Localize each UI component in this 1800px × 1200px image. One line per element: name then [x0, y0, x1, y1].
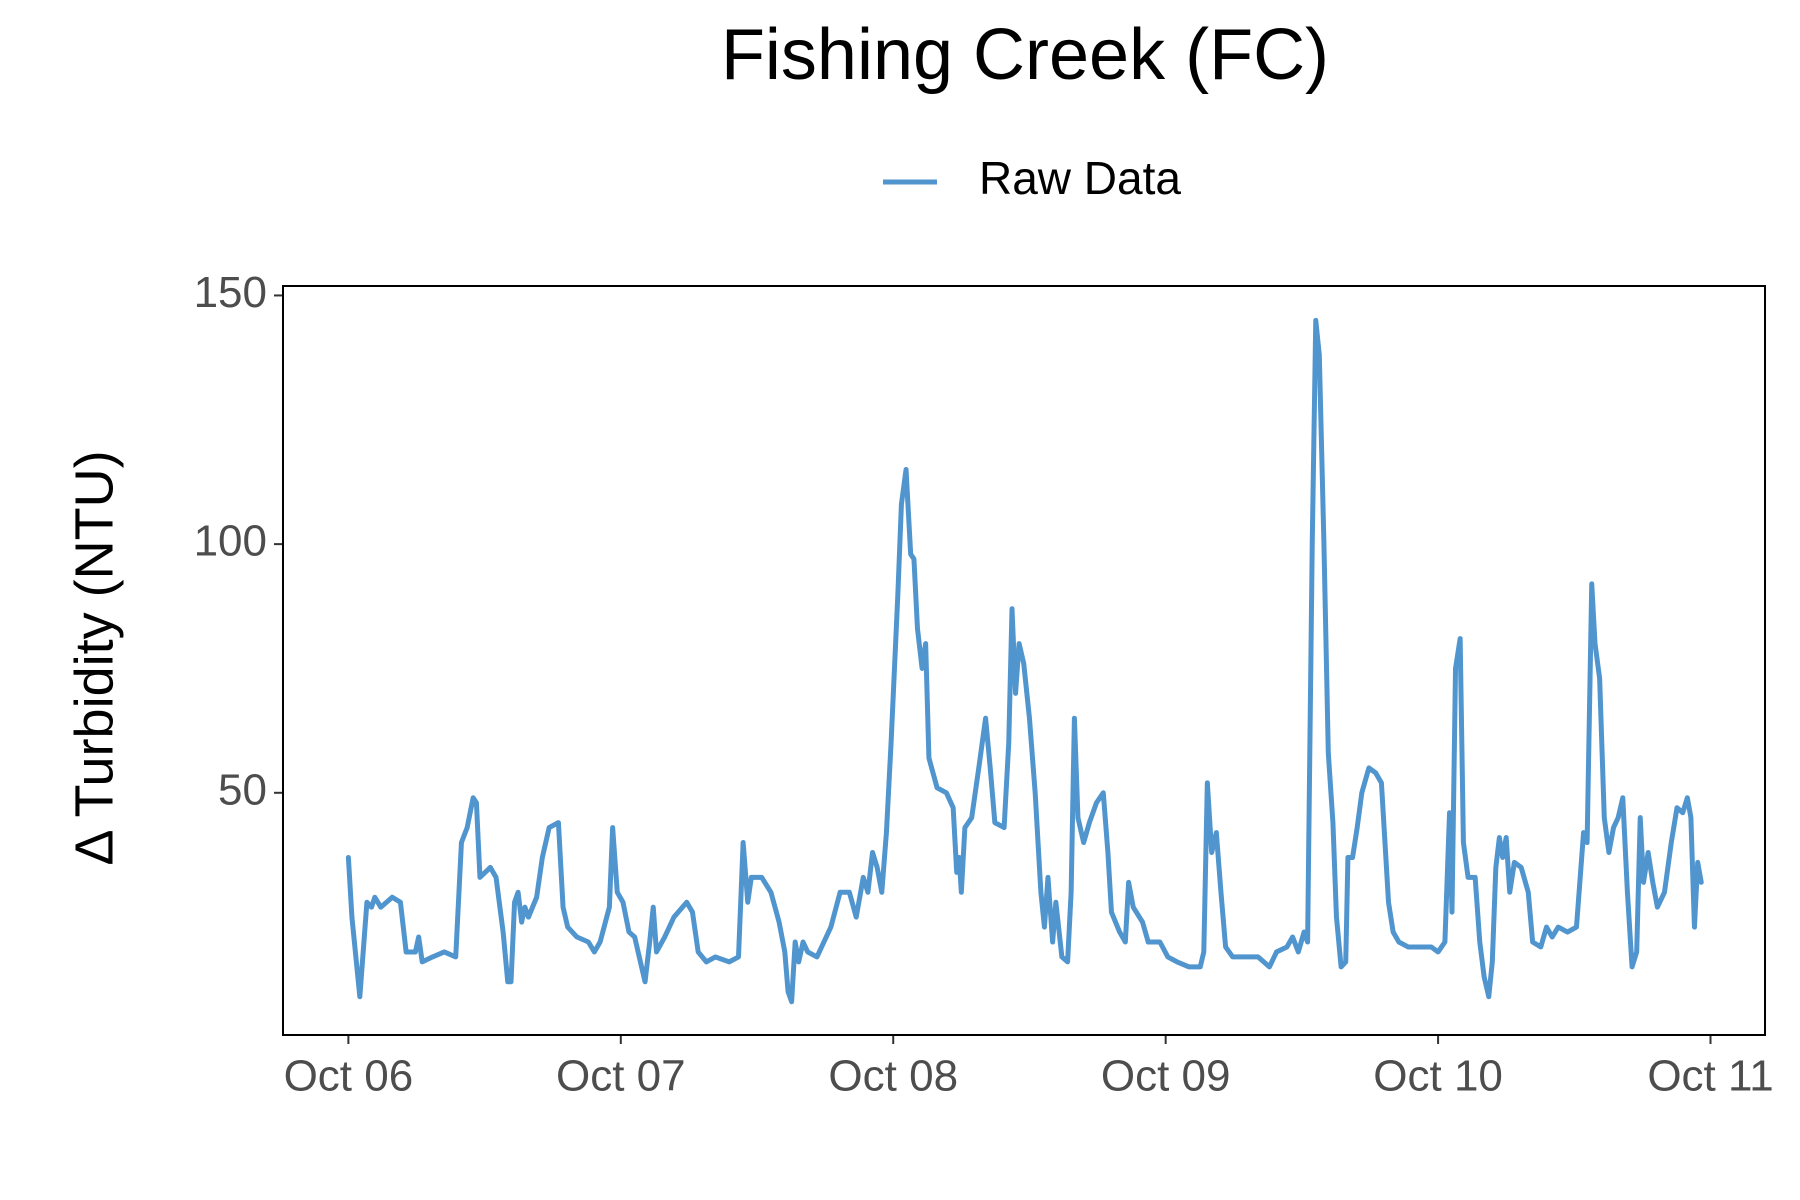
- chart-title: Fishing Creek (FC): [721, 15, 1329, 95]
- y-axis-title: Δ Turbidity (NTU): [64, 450, 124, 865]
- y-tick-label: 100: [194, 517, 267, 566]
- x-tick-label: Oct 08: [828, 1052, 958, 1101]
- data-line: [345, 317, 1704, 1005]
- x-tick-label: Oct 09: [1101, 1052, 1231, 1101]
- x-tick-label: Oct 07: [556, 1052, 686, 1101]
- y-tick-label: 50: [218, 765, 267, 814]
- x-tick-label: Oct 06: [284, 1052, 414, 1101]
- y-tick-label: 150: [194, 268, 267, 317]
- legend-label: Raw Data: [979, 152, 1181, 204]
- x-tick-label: Oct 11: [1647, 1052, 1773, 1101]
- plot-border: [282, 285, 1766, 1036]
- x-tick-label: Oct 10: [1373, 1052, 1503, 1101]
